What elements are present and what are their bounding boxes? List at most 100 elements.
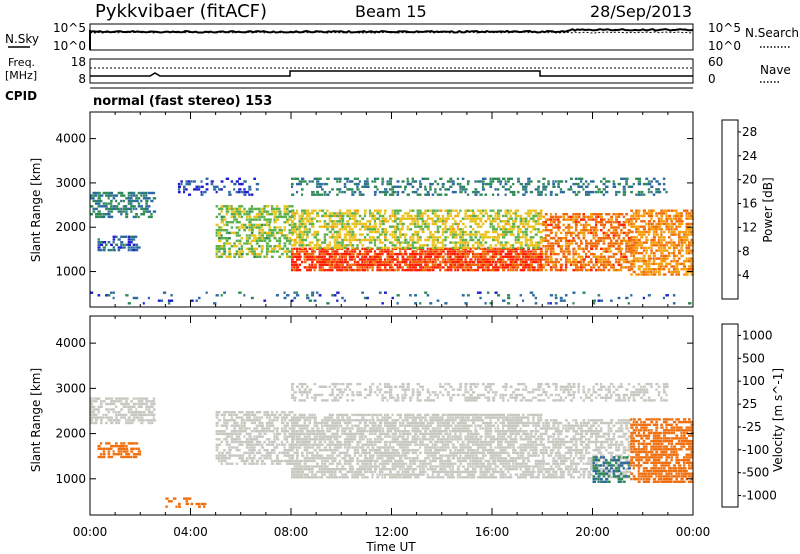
- range-cell: [97, 411, 100, 414]
- range-cell: [444, 188, 448, 191]
- range-cell: [605, 190, 609, 194]
- range-cell: [376, 457, 380, 460]
- range-cell: [381, 222, 385, 226]
- range-cell: [105, 294, 108, 297]
- range-cell: [122, 235, 127, 238]
- range-cell: [125, 294, 129, 297]
- range-cell: [499, 228, 503, 231]
- range-cell: [233, 213, 237, 216]
- range-cell: [499, 252, 503, 256]
- range-cell: [444, 258, 447, 261]
- range-cell: [574, 215, 578, 219]
- range-cell: [476, 222, 480, 226]
- range-cell: [612, 252, 616, 256]
- range-cell: [316, 462, 319, 465]
- range-cell: [522, 247, 525, 250]
- range-cell: [378, 212, 381, 215]
- range-cell: [637, 190, 640, 194]
- range-cell: [582, 291, 586, 294]
- range-cell: [366, 185, 370, 188]
- range-cell: [323, 252, 327, 256]
- range-cell: [685, 209, 689, 212]
- range-cell: [384, 212, 387, 215]
- range-cell: [640, 270, 644, 274]
- range-cell: [127, 197, 132, 200]
- range-cell: [499, 233, 503, 236]
- range-cell: [670, 238, 673, 242]
- range-cell: [333, 446, 337, 449]
- range-cell: [90, 405, 93, 408]
- range-cell: [228, 207, 231, 211]
- range-cell: [461, 222, 465, 226]
- range-cell: [590, 252, 594, 256]
- range-cell: [677, 270, 681, 274]
- range-cell: [454, 209, 458, 212]
- range-cell: [484, 193, 488, 196]
- range-cell: [225, 205, 230, 208]
- range-cell: [333, 177, 337, 180]
- range-cell: [338, 244, 342, 247]
- range-cell: [640, 265, 643, 268]
- range-cell: [559, 190, 563, 194]
- range-cell: [373, 440, 377, 444]
- range-cell: [105, 416, 108, 419]
- range-cell: [607, 260, 612, 264]
- range-cell: [381, 214, 385, 218]
- range-cell: [620, 263, 623, 266]
- range-cell: [341, 468, 345, 471]
- range-cell: [308, 247, 312, 250]
- range-cell: [519, 260, 523, 264]
- range-cell: [391, 236, 395, 239]
- range-cell: [328, 236, 332, 239]
- range-cell: [426, 255, 431, 258]
- range-cell: [389, 260, 392, 264]
- range-cell: [479, 236, 482, 239]
- range-cell: [316, 446, 319, 449]
- range-cell: [336, 266, 340, 269]
- range-cell: [356, 446, 359, 449]
- range-cell: [291, 214, 295, 218]
- range-cell: [361, 459, 364, 463]
- range-cell: [125, 444, 128, 448]
- range-cell: [517, 177, 520, 180]
- range-cell: [441, 250, 445, 253]
- range-cell: [200, 193, 204, 196]
- range-cell: [120, 241, 124, 244]
- range-cell: [318, 220, 322, 223]
- range-cell: [235, 218, 238, 221]
- range-cell: [481, 238, 485, 242]
- range-cell: [652, 233, 655, 236]
- range-cell: [522, 252, 526, 256]
- range-cell: [572, 239, 576, 242]
- range-cell: [110, 248, 113, 252]
- range-cell: [275, 207, 279, 211]
- range-cell: [688, 228, 692, 231]
- range-cell: [233, 430, 237, 433]
- range-cell: [672, 209, 676, 212]
- range-cell: [170, 294, 173, 297]
- range-cell: [391, 233, 394, 236]
- range-cell: [275, 245, 279, 248]
- range-cell: [650, 214, 654, 218]
- range-cell: [243, 430, 247, 433]
- range-cell: [680, 214, 683, 218]
- range-cell: [286, 252, 289, 256]
- range-cell: [233, 446, 236, 449]
- range-cell: [502, 228, 506, 231]
- range-cell: [361, 225, 364, 228]
- range-cell: [376, 266, 379, 269]
- range-cell: [120, 207, 123, 211]
- range-cell: [404, 185, 407, 188]
- range-cell: [218, 245, 221, 248]
- range-cell: [311, 470, 314, 474]
- range-cell: [632, 214, 635, 218]
- range-cell: [451, 228, 456, 231]
- range-cell: [622, 260, 626, 264]
- range-cell: [456, 258, 460, 261]
- range-cell: [343, 443, 347, 446]
- range-cell: [396, 236, 400, 239]
- range-cell: [273, 237, 277, 240]
- range-cell: [243, 424, 246, 427]
- range-cell: [600, 190, 603, 194]
- range-cell: [630, 249, 634, 252]
